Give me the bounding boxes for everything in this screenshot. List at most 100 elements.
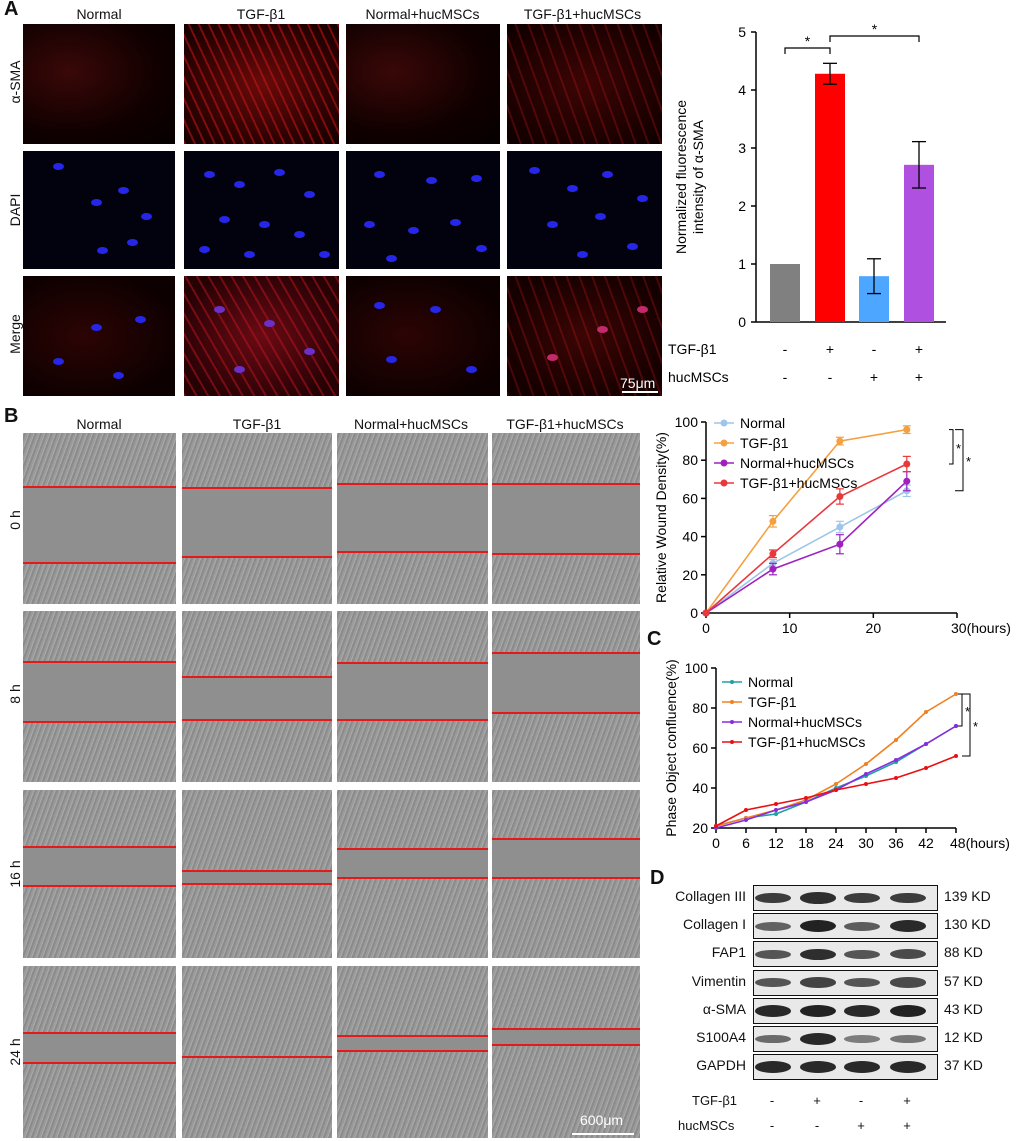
wound-edge-line bbox=[23, 846, 176, 848]
wound-edge-line bbox=[182, 870, 332, 872]
blot-band bbox=[890, 920, 926, 933]
blot-kd-label: 57 KD bbox=[944, 972, 983, 989]
legend-label: TGF-β1+hucMSCs bbox=[748, 734, 865, 750]
wound-image bbox=[492, 611, 640, 782]
blot-kd-label: 130 KD bbox=[944, 916, 991, 933]
blot-strip bbox=[753, 885, 938, 911]
panel-a-row-header: Merge bbox=[7, 314, 23, 354]
data-point bbox=[836, 523, 844, 531]
legend-marker bbox=[730, 740, 734, 744]
blot-band bbox=[890, 1061, 926, 1074]
wound-edge-line bbox=[182, 883, 332, 885]
data-point bbox=[954, 754, 958, 758]
blot-protein-label: S100A4 bbox=[696, 1029, 746, 1045]
wound-edge-line bbox=[23, 661, 176, 663]
wound-gap bbox=[492, 652, 640, 712]
wound-edge-line bbox=[492, 838, 640, 840]
panel-letter-b: B bbox=[4, 405, 19, 427]
blot-band bbox=[800, 1061, 836, 1074]
wound-edge-line bbox=[492, 652, 640, 654]
treatment-label: hucMSCs bbox=[678, 1118, 735, 1133]
panel-a-row-header: DAPI bbox=[7, 193, 23, 227]
panel-letter-a: A bbox=[4, 0, 19, 20]
x-tick-label: 0 bbox=[702, 620, 710, 636]
series-line bbox=[705, 428, 907, 614]
blot-band bbox=[844, 1004, 880, 1017]
wound-edge-line bbox=[337, 1050, 488, 1052]
panel-c-line-chart: 20 40 60 80 100 0 6 12 18 24 30 36 42 48(hours) Phase … bbox=[663, 659, 1010, 851]
micrograph-merge-normal bbox=[23, 276, 175, 396]
data-point bbox=[744, 818, 748, 822]
x-tick-label: 30(hours) bbox=[951, 620, 1011, 636]
y-tick-label: 60 bbox=[692, 740, 708, 756]
data-point bbox=[769, 565, 777, 573]
series-line bbox=[705, 480, 908, 614]
wound-image bbox=[23, 790, 176, 958]
blot-strip bbox=[753, 997, 938, 1024]
significance-bracket bbox=[829, 35, 920, 42]
blot-protein-label: Collagen I bbox=[682, 916, 746, 933]
blot-band bbox=[755, 1061, 791, 1074]
micrograph-merge-tgf bbox=[184, 276, 339, 396]
blot-band bbox=[755, 949, 791, 960]
y-tick-label: 0 bbox=[690, 605, 698, 621]
blot-band bbox=[755, 1004, 791, 1017]
scale-bar-a bbox=[622, 391, 658, 393]
legend-marker bbox=[720, 439, 728, 447]
panel-a-column-header: Normal bbox=[76, 6, 122, 22]
wound-gap bbox=[182, 870, 332, 883]
wound-image bbox=[23, 966, 176, 1138]
data-point bbox=[714, 824, 718, 828]
blot-kd-label: 12 KD bbox=[944, 1029, 983, 1045]
y-tick-label: 5 bbox=[738, 24, 746, 40]
blot-band bbox=[844, 1061, 880, 1074]
wound-edge-line bbox=[23, 1062, 176, 1064]
y-tick-label: 20 bbox=[692, 820, 708, 836]
wound-edge-line bbox=[337, 551, 488, 553]
blot-band bbox=[800, 1033, 836, 1045]
blot-protein-label: Vimentin bbox=[691, 972, 746, 989]
blot-band bbox=[890, 1034, 926, 1044]
panel-a-column-header: TGF-β1+hucMSCs bbox=[523, 6, 642, 22]
treatment-sign: - bbox=[783, 369, 788, 385]
wound-image bbox=[182, 790, 332, 958]
data-point bbox=[954, 724, 958, 728]
significance-mark: * bbox=[973, 719, 978, 734]
treatment-sign: - bbox=[858, 1093, 864, 1108]
blot-band bbox=[755, 921, 791, 931]
data-point bbox=[954, 692, 958, 696]
panel-b-column-header: TGF-β1 bbox=[232, 416, 282, 432]
x-tick-label: 0 bbox=[712, 835, 720, 851]
blot-band bbox=[800, 892, 836, 904]
x-tick-label: 24 bbox=[828, 835, 844, 851]
wound-edge-line bbox=[492, 553, 640, 555]
blot-band bbox=[844, 1035, 880, 1043]
data-point bbox=[769, 517, 777, 525]
y-tick-label: 4 bbox=[738, 82, 746, 98]
treatment-sign: + bbox=[870, 369, 878, 385]
wound-edge-line bbox=[337, 848, 488, 850]
data-point bbox=[774, 812, 778, 816]
x-tick-label: 10 bbox=[782, 620, 798, 636]
blot-kd-label: 88 KD bbox=[944, 944, 983, 961]
significance-bracket bbox=[784, 47, 831, 54]
significance-mark: * bbox=[872, 21, 878, 37]
y-tick-label: 2 bbox=[738, 198, 746, 214]
panel-a-column-header: TGF-β1 bbox=[236, 6, 286, 22]
micrograph-dapi-normal-hucmscs bbox=[346, 151, 500, 269]
data-point bbox=[744, 808, 748, 812]
blot-protein-label: FAP1 bbox=[711, 944, 746, 961]
blot-band bbox=[844, 921, 880, 931]
treatment-sign: + bbox=[903, 1118, 911, 1133]
data-point bbox=[769, 550, 777, 558]
data-point bbox=[924, 710, 928, 714]
y-tick-label: 3 bbox=[738, 140, 746, 156]
bar bbox=[770, 264, 800, 322]
significance-bracket bbox=[958, 693, 963, 727]
wound-image bbox=[23, 433, 176, 604]
legend-marker bbox=[730, 680, 734, 684]
blot-strip bbox=[753, 1026, 938, 1052]
significance-bracket bbox=[955, 429, 964, 492]
y-tick-label: 100 bbox=[685, 660, 709, 676]
x-tick-label: 20 bbox=[866, 620, 882, 636]
